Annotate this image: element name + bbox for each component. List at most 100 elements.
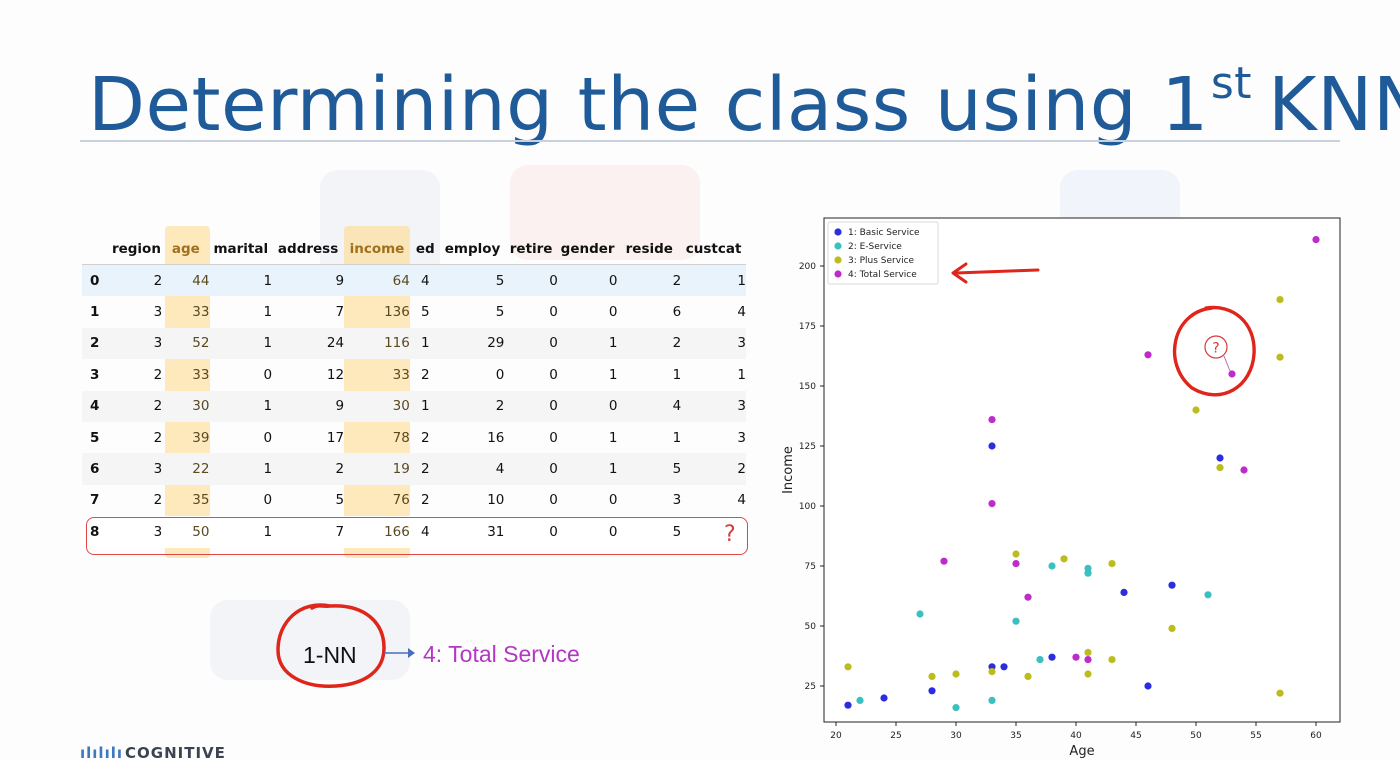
table-cell: 5 [335,492,345,509]
data-point [1192,406,1200,414]
data-point [1216,454,1224,462]
data-point [856,696,864,704]
legend-arrow-line [954,268,1040,275]
table-cell: 2 [420,366,430,383]
legend-marker [834,256,842,264]
table-cell: 166 [384,523,410,540]
table-row[interactable]: 7 2 35 0 5 76 2 10 0 0 3 4 [82,485,746,516]
table-row[interactable]: 3 2 33 0 12 33 2 0 0 1 1 1 [82,359,746,390]
table-row[interactable]: 2 3 52 1 24 116 1 29 0 1 2 3 [82,327,746,360]
query-callout-bubble [1204,335,1228,359]
row-index: 0 [90,272,100,289]
table-cell: 0 [608,272,618,289]
row-index: 7 [90,492,100,509]
column-header-employ: employ [440,234,505,265]
table-cell: 1 [263,523,273,540]
column-header-index [82,234,111,265]
table-cell: 39 [192,429,210,446]
data-point [1216,464,1224,472]
table-cell: 1 [263,272,273,289]
data-point [916,610,924,618]
table-cell: 6 [672,304,682,321]
data-point [1024,672,1032,680]
column-header-age: age [162,234,210,265]
column-header-reside: reside [617,234,682,265]
data-point [1276,296,1284,304]
cognitive-logo: ılılılı COGNITIVE [80,744,226,760]
table-row[interactable]: 4 2 30 1 9 30 1 2 0 0 4 3 [82,390,746,422]
x-tick-label: 25 [890,731,901,741]
table-cell: 2 [335,461,345,478]
data-point [988,442,996,450]
x-tick-label: 20 [830,731,842,741]
table-cell: 31 [487,523,505,540]
logo-text: COGNITIVE [125,744,226,760]
data-point [988,500,996,508]
table-cell: 19 [392,461,410,478]
table-cell: 22 [192,461,210,478]
table-cell: 9 [335,398,345,415]
table-cell: 12 [326,366,345,383]
data-point [1072,653,1080,661]
table-cell: 4 [420,523,430,540]
data-table: region age marital address income ed employ ret… [82,234,746,548]
table-row[interactable]: 0 2 44 1 9 64 4 5 0 0 2 1 [82,264,746,297]
data-point [928,687,936,695]
data-point [1048,562,1056,570]
table-cell: 50 [192,523,210,540]
data-point [1084,569,1092,577]
table-row[interactable]: 1 3 33 1 7 136 5 5 0 0 6 4 [82,296,746,327]
data-point [844,663,852,671]
column-header-address: address [272,234,345,265]
legend-label: 4: Total Service [848,270,917,280]
table-cell: 2 [420,429,430,446]
table-cell: 3 [153,304,163,321]
table-cell: 0 [549,366,558,383]
table-cell: 0 [495,366,505,383]
age-column-highlight [165,226,210,558]
legend-label: 1: Basic Service [848,228,920,238]
data-point [1108,560,1116,568]
scatter-chart: 20 25 30 35 40 45 50 55 60 25 50 75 100 125 150 175 200 A… [781,217,1341,759]
table-cell: 10 [487,492,505,509]
table-cell: 2 [153,366,163,383]
table-row[interactable]: 5 2 39 0 17 78 2 16 0 1 1 3 [82,422,746,453]
data-point [988,696,996,704]
table-row[interactable]: 6 3 22 1 2 19 2 4 0 1 5 2 [82,453,746,485]
table-cell: 2 [672,335,682,352]
table-cell: 0 [549,492,558,509]
table-cell: 44 [192,272,210,289]
data-point [1204,591,1212,599]
data-point [952,704,960,712]
slide-title: Determining the class using 1stKNN [88,62,1400,143]
query-callout-pointer [1223,355,1231,372]
table-cell: 30 [192,398,210,415]
table-cell: 2 [672,272,682,289]
table-cell: 5 [672,461,682,478]
title-underline [80,140,1340,142]
data-point [988,416,996,424]
table-cell: 3 [737,429,746,446]
table-cell: 1 [672,429,682,446]
table-cell: 1 [737,272,746,289]
table-cell: 1 [737,366,746,383]
data-point [1084,656,1092,664]
table-cell: 3 [153,523,163,540]
data-point [1168,581,1176,589]
table-cell: 76 [392,492,410,509]
table-cell: 5 [672,523,682,540]
table-cell: 4 [737,304,746,321]
table-row[interactable]: 8 3 50 1 7 166 4 31 0 0 5 [82,516,746,548]
income-column-highlight [344,226,410,558]
table-cell: 5 [495,272,505,289]
table-cell: 7 [335,523,345,540]
x-tick-label: 35 [1010,731,1021,741]
query-row-box [86,517,748,555]
table-cell: 33 [192,304,210,321]
table-cell: 7 [335,304,345,321]
table-cell: 4 [672,398,682,415]
column-header-gender: gender [557,234,618,265]
row-index: 8 [90,523,100,540]
